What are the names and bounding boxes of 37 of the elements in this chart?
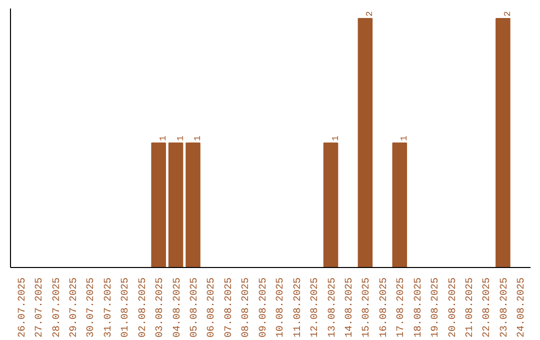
data-label: 2 bbox=[365, 11, 376, 16]
x-tick-label: 02.08.2025 bbox=[138, 277, 149, 338]
x-tick-label: 05.08.2025 bbox=[190, 277, 201, 338]
x-tick-label: 11.08.2025 bbox=[292, 277, 304, 338]
x-tick-label: 27.07.2025 bbox=[34, 277, 46, 338]
data-label: 1 bbox=[193, 136, 204, 141]
x-tick-label: 13.08.2025 bbox=[327, 277, 338, 338]
x-tick-label: 24.08.2025 bbox=[516, 277, 528, 338]
x-tick-label: 03.08.2025 bbox=[155, 277, 166, 338]
x-tick-label: 17.08.2025 bbox=[396, 277, 408, 338]
data-label: 1 bbox=[176, 136, 186, 141]
x-tick-label: 08.08.2025 bbox=[241, 277, 252, 338]
x-tick-label: 31.07.2025 bbox=[103, 277, 114, 338]
x-tick-label: 07.08.2025 bbox=[224, 277, 235, 338]
x-tick-label: 06.08.2025 bbox=[206, 277, 218, 338]
x-tick-label: 29.07.2025 bbox=[68, 277, 80, 338]
x-tick-label: 26.07.2025 bbox=[17, 277, 28, 338]
data-label: 1 bbox=[330, 136, 341, 141]
x-tick-label: 30.07.2025 bbox=[86, 277, 98, 338]
x-tick-label: 01.08.2025 bbox=[120, 277, 132, 338]
x-tick-label: 21.08.2025 bbox=[465, 277, 476, 338]
data-label: 2 bbox=[502, 11, 513, 16]
x-tick-label: 28.07.2025 bbox=[52, 277, 63, 338]
x-tick-label: 18.08.2025 bbox=[413, 277, 424, 338]
x-tick-label: 22.08.2025 bbox=[482, 277, 494, 338]
x-tick-label: 20.08.2025 bbox=[448, 277, 459, 338]
x-tick-label: 12.08.2025 bbox=[310, 277, 322, 338]
x-tick-label: 15.08.2025 bbox=[362, 277, 373, 338]
x-tick-label: 04.08.2025 bbox=[172, 277, 184, 338]
x-tick-label: 16.08.2025 bbox=[378, 277, 390, 338]
x-tick-label: 14.08.2025 bbox=[344, 277, 356, 338]
x-tick-label: 10.08.2025 bbox=[276, 277, 287, 338]
x-tick-label: 23.08.2025 bbox=[499, 277, 510, 338]
x-tick-label: 09.08.2025 bbox=[258, 277, 270, 338]
x-tick-label: 19.08.2025 bbox=[430, 277, 442, 338]
data-label: 1 bbox=[158, 136, 169, 141]
data-label: 1 bbox=[400, 136, 410, 141]
